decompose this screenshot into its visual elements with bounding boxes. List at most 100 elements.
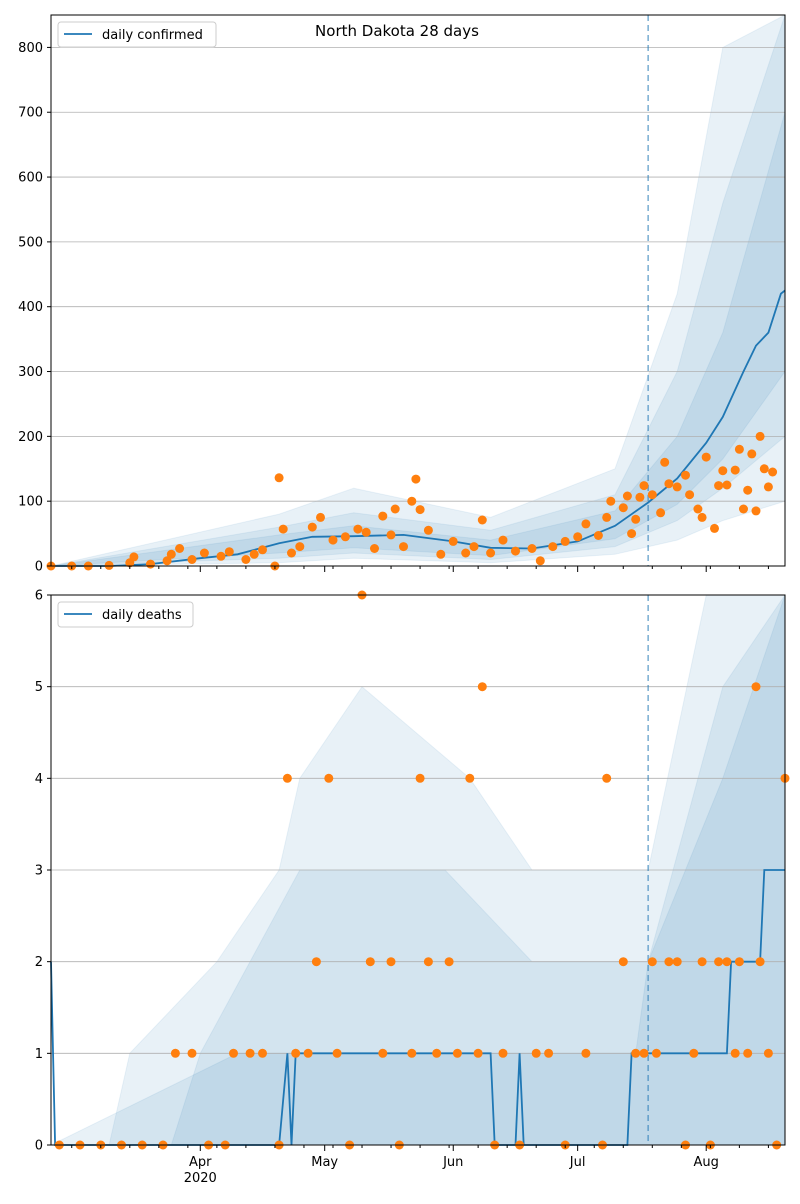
x-tick-year-label: 2020 [184,1171,217,1186]
deaths-observed-point [407,1048,417,1058]
deaths-observed-point [311,957,321,967]
confirmed-observed-point [660,457,670,467]
confirmed-observed-point [548,542,558,552]
deaths-observed-point [647,957,657,967]
x-tick-label: Apr [189,1155,212,1170]
deaths-observed-point [618,957,628,967]
confirmed-observed-point [511,546,520,556]
confirmed-observed-point [353,524,363,534]
deaths-observed-point [714,957,724,967]
confirmed-observed-point [448,536,458,546]
confirmed-observed-point [224,547,234,557]
confirmed-observed-point [527,544,537,553]
confirmed-observed-point [631,514,641,524]
chart-title: North Dakota 28 days [315,22,479,40]
deaths-observed-point [229,1048,238,1058]
confirmed-observed-point [734,444,744,454]
confirmed-observed-point [166,549,176,559]
confirmed-observed-point [316,512,325,522]
confirmed-y-tick-label: 500 [18,235,43,250]
confirmed-observed-point [104,560,114,570]
deaths-observed-point [332,1048,342,1058]
confirmed-observed-point [187,555,197,564]
deaths-observed-point [282,773,292,783]
confirmed-observed-point [573,532,583,542]
deaths-observed-point [602,773,612,783]
deaths-observed-point [639,1048,649,1058]
confirmed-observed-point [399,542,408,552]
deaths-y-tick-label: 2 [35,955,43,970]
confirmed-observed-point [730,465,740,475]
deaths-observed-point [531,1048,541,1058]
confirmed-observed-point [647,490,657,500]
confirmed-observed-point [486,548,496,558]
deaths-observed-point [378,1048,388,1058]
deaths-observed-point [444,957,454,967]
deaths-observed-point [631,1048,641,1058]
deaths-y-ticks: 0 1 2 3 4 5 6 [35,589,51,1154]
confirmed-observed-point [656,508,666,518]
deaths-legend-label: daily deaths [102,608,182,623]
deaths-observed-point [689,1048,699,1058]
confirmed-gridlines [51,47,785,567]
confirmed-y-tick-label: 400 [18,300,43,315]
confirmed-observed-point [710,523,719,533]
confirmed-observed-point [618,503,628,513]
confirmed-observed-point [216,551,226,561]
x-tick-label: May [311,1155,338,1170]
x-tick-label: Jul [569,1155,586,1170]
confirmed-observed-point [701,452,711,462]
deaths-observed-point [734,957,744,967]
deaths-legend: daily deaths [57,601,194,628]
confirmed-observed-point [768,467,778,477]
deaths-observed-point [452,1048,462,1058]
deaths-observed-point [763,1048,773,1058]
confirmed-legend: daily confirmed [57,21,217,48]
deaths-observed-point [697,957,707,967]
confirmed-y-tick-label: 0 [35,560,43,575]
confirmed-y-tick-label: 300 [18,365,43,380]
confirmed-observed-point [436,549,446,559]
confirmed-observed-point [498,535,508,545]
confirmed-observed-point [672,482,682,492]
deaths-y-tick-label: 0 [35,1139,43,1154]
confirmed-observed-point [664,479,674,489]
deaths-observed-point [415,773,425,783]
confirmed-observed-point [175,544,185,553]
confirmed-observed-point [469,542,479,552]
confirmed-observed-point [129,552,139,562]
confirmed-observed-point [249,549,259,559]
deaths-observed-point [386,957,396,967]
confirmed-observed-point [370,544,379,553]
confirmed-observed-point [199,548,209,558]
confirmed-observed-point [622,491,632,501]
confirmed-observed-point [146,559,155,569]
x-tick-label: Jun [442,1155,463,1170]
confirmed-observed-point [755,431,765,441]
confirmed-y-ticks: 0 100 200 300 400 500 600 700 800 [18,41,51,575]
confirmed-observed-point [278,524,288,534]
deaths-observed-point [423,957,433,967]
confirmed-observed-point [685,490,695,500]
confirmed-observed-point [743,485,753,495]
deaths-observed-point [303,1048,313,1058]
confirmed-observed-point [162,556,172,566]
deaths-observed-point [743,1048,753,1058]
confirmed-observed-point [274,473,284,483]
deaths-observed-point [477,682,487,692]
confirmed-observed-point [581,519,591,529]
deaths-observed-point [751,682,761,692]
deaths-observed-point [473,1048,483,1058]
confirmed-observed-point [606,496,616,506]
confirmed-observed-point [681,470,690,480]
deaths-observed-point [664,957,674,967]
confirmed-observed-point [295,542,305,552]
confirmed-observed-point [390,504,400,514]
confirmed-observed-point [722,480,732,490]
confirmed-observed-point [241,555,251,564]
confirmed-y-tick-label: 800 [18,41,43,56]
confirmed-legend-label: daily confirmed [102,28,203,43]
deaths-observed-point [498,1048,508,1058]
